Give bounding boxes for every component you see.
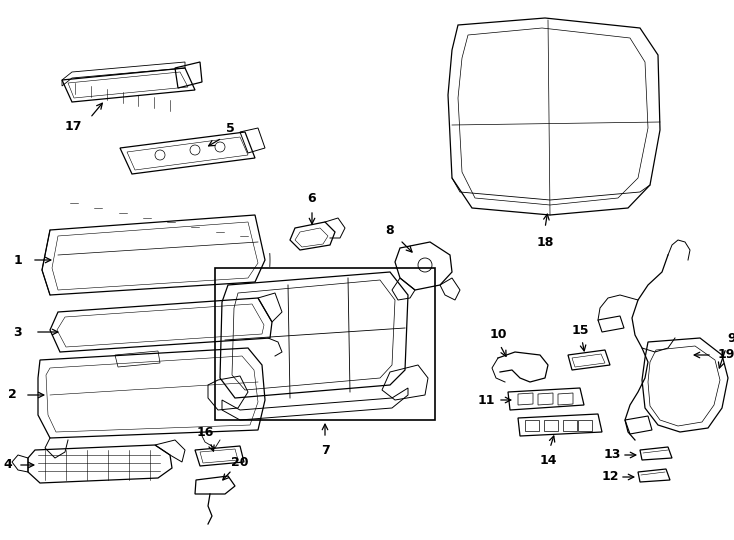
Text: 3: 3 xyxy=(14,326,22,339)
Text: 15: 15 xyxy=(571,323,589,336)
Text: 2: 2 xyxy=(7,388,16,402)
Text: 20: 20 xyxy=(231,456,249,469)
Text: 19: 19 xyxy=(717,348,734,361)
Text: 7: 7 xyxy=(321,443,330,456)
Text: 12: 12 xyxy=(601,470,619,483)
Text: 11: 11 xyxy=(477,394,495,407)
Text: 14: 14 xyxy=(539,454,557,467)
Text: 17: 17 xyxy=(65,119,81,132)
Text: 5: 5 xyxy=(225,122,234,134)
Text: 16: 16 xyxy=(196,426,214,438)
Text: 13: 13 xyxy=(603,449,621,462)
Text: 6: 6 xyxy=(308,192,316,205)
Text: 1: 1 xyxy=(14,253,22,267)
Bar xyxy=(215,268,435,420)
Text: 18: 18 xyxy=(537,235,553,248)
Text: 8: 8 xyxy=(385,224,394,237)
Text: 9: 9 xyxy=(727,332,734,345)
Text: 4: 4 xyxy=(4,458,12,471)
Text: 10: 10 xyxy=(490,328,506,341)
